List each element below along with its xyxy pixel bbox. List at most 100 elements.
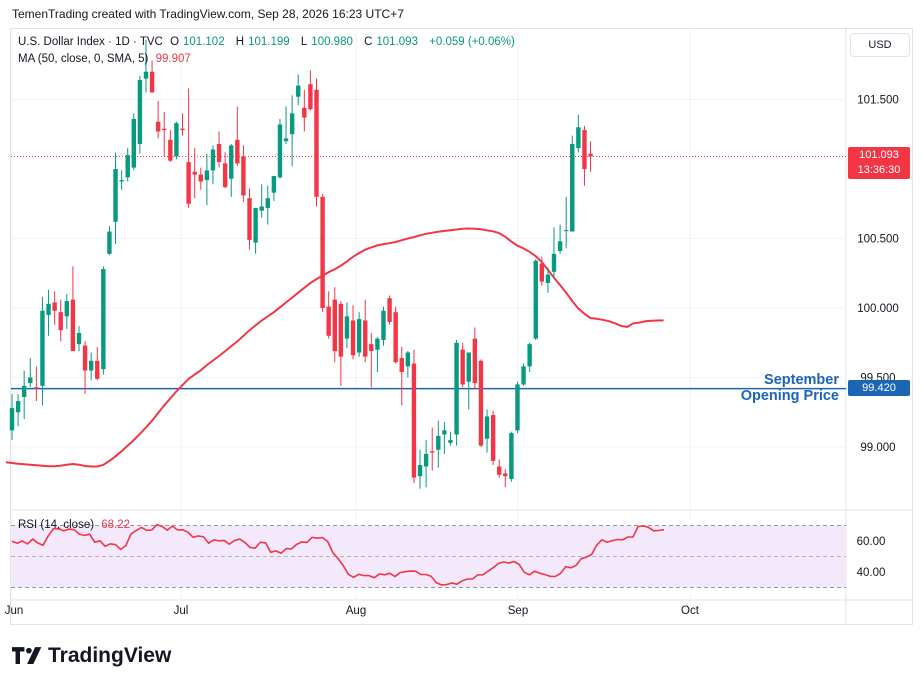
x-tick-label-oct: Oct <box>681 605 700 617</box>
candle-body <box>113 169 118 222</box>
candle-body <box>216 143 222 163</box>
candle-body <box>332 299 337 352</box>
candle-body <box>271 175 277 193</box>
rsi-value: 68.22 <box>101 519 131 531</box>
high-label: H <box>235 36 245 48</box>
candle-body <box>198 174 203 182</box>
current-price-value: 101.093 <box>859 149 899 161</box>
candle-body <box>576 127 581 149</box>
candle-body <box>46 303 51 315</box>
x-tick-label-jul: Jul <box>174 605 189 617</box>
candle-body <box>15 401 21 413</box>
candle-body <box>454 342 459 435</box>
candle-body <box>448 440 453 443</box>
candle-body <box>131 118 136 168</box>
september-opening-price-annotation: September Opening Price <box>741 372 839 404</box>
candle-body <box>107 231 112 254</box>
rsi-line <box>11 523 665 586</box>
candle-body <box>308 84 313 110</box>
x-tick-label-sep: Sep <box>508 605 528 617</box>
high-value: 101.199 <box>248 36 290 48</box>
candle-body <box>137 80 143 144</box>
rsi-tick-label: 40.00 <box>857 567 886 579</box>
open-value: 101.102 <box>183 36 225 48</box>
candle-body <box>174 123 179 157</box>
y-tick-label: 100.500 <box>857 234 899 246</box>
candle-body <box>527 344 532 367</box>
candle-body <box>95 360 100 379</box>
candle-body <box>9 408 15 431</box>
candle-body <box>381 310 386 340</box>
candle-body <box>247 198 252 240</box>
candle-body <box>484 416 490 439</box>
annotation-line-1: September <box>764 372 839 388</box>
candles-group <box>9 39 593 489</box>
candle-body <box>545 274 551 283</box>
candle-body <box>478 360 484 446</box>
candle-body <box>40 310 45 386</box>
candle-body <box>430 451 435 453</box>
candle-body <box>588 153 593 157</box>
close-label: C <box>364 36 373 48</box>
candle-body <box>58 312 63 331</box>
candle-body <box>460 349 465 385</box>
candle-body <box>296 85 301 97</box>
open-label: O <box>170 36 180 48</box>
candle-body <box>204 170 210 181</box>
candle-body <box>277 124 283 178</box>
tradingview-logo[interactable]: TradingView <box>12 644 171 668</box>
rsi-label[interactable]: RSI (14, close) <box>18 519 95 531</box>
currency-button[interactable]: USD <box>850 33 910 57</box>
rsi-tick-label: 60.00 <box>857 536 886 548</box>
candle-body <box>539 263 545 282</box>
candle-body <box>472 338 478 384</box>
candle-body <box>265 198 270 208</box>
symbol-label[interactable]: U.S. Dollar Index · 1D · TVC <box>18 36 163 48</box>
candle-body <box>52 302 57 311</box>
candle-body <box>442 430 447 435</box>
candle-body <box>101 269 106 370</box>
ma-label[interactable]: MA (50, close, 0, SMA, 5) <box>18 53 149 65</box>
tradingview-logo-text: TradingView <box>48 644 172 667</box>
candle-body <box>338 303 344 357</box>
candle-body <box>387 298 392 322</box>
chart-frame <box>10 28 913 625</box>
candle-body <box>241 156 246 196</box>
candle-body <box>503 473 508 477</box>
candle-body <box>490 415 496 461</box>
candle-body <box>551 253 557 272</box>
candle-body <box>168 139 173 161</box>
x-tick-label-jun: Jun <box>5 605 24 617</box>
candle-body <box>259 206 264 211</box>
candle-body <box>82 345 88 371</box>
candle-body <box>70 299 76 352</box>
y-tick-label: 99.000 <box>860 442 895 454</box>
ma-legend: MA (50, close, 0, SMA, 5) 99.907 <box>18 53 195 65</box>
change-value: +0.059 (+0.06%) <box>429 36 515 48</box>
bar-countdown: 13:36:30 <box>857 164 901 176</box>
candle-body <box>283 138 289 142</box>
candle-body <box>34 387 39 389</box>
close-value: 101.093 <box>376 36 418 48</box>
annotation-line-2: Opening Price <box>740 388 839 404</box>
candle-body <box>162 128 167 131</box>
candle-body <box>253 207 258 243</box>
candle-body <box>363 320 368 357</box>
candle-body <box>235 139 240 164</box>
candle-body <box>466 352 471 382</box>
candle-body <box>509 433 514 479</box>
september-open-level-tag: 99.420 <box>848 380 910 396</box>
candle-body <box>375 338 380 350</box>
candle-body <box>155 121 161 132</box>
candle-body <box>192 171 197 175</box>
candle-body <box>533 260 538 339</box>
candle-body <box>369 344 374 352</box>
candle-body <box>119 180 124 182</box>
candle-body <box>350 320 356 356</box>
candle-body <box>210 149 216 171</box>
candle-body <box>302 107 307 118</box>
candle-body <box>180 128 185 131</box>
candle-body <box>326 306 331 336</box>
